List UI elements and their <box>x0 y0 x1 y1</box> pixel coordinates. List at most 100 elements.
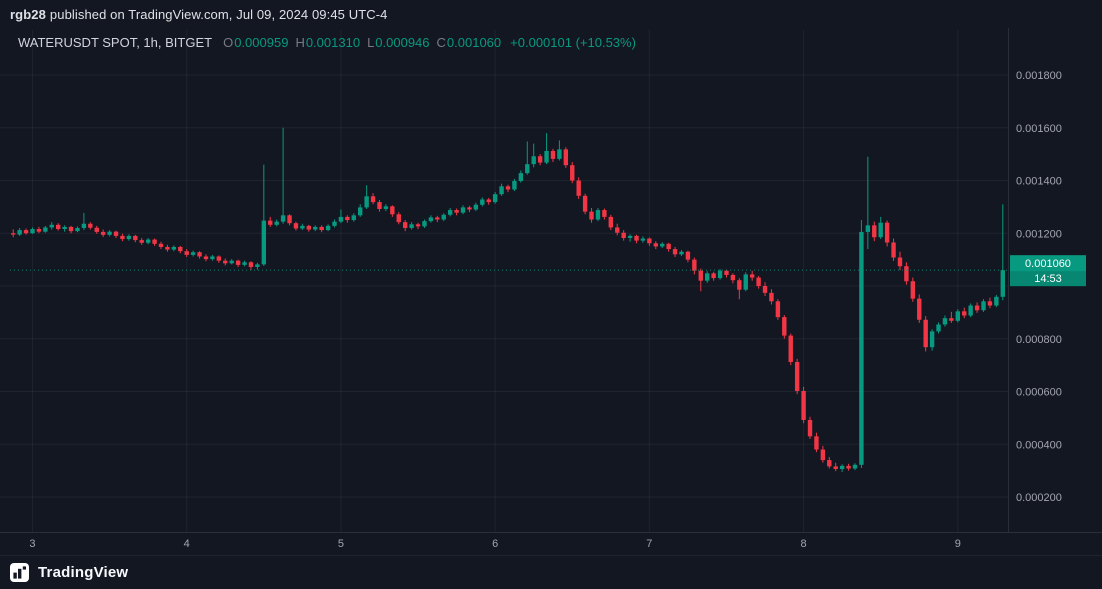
price-tick-label: 0.001600 <box>1016 123 1062 135</box>
ohlc-open: O 0.000959 <box>223 35 288 50</box>
candle-body <box>827 460 832 467</box>
grid <box>0 30 1008 532</box>
candle-body <box>692 259 697 271</box>
candle-body <box>345 216 350 221</box>
candle-body <box>158 243 164 247</box>
candle-body <box>846 465 851 469</box>
candle-body <box>865 225 871 232</box>
candle-body <box>30 229 35 234</box>
candle-body <box>505 186 511 190</box>
candle-body <box>730 274 736 281</box>
candle-body <box>525 164 530 174</box>
candle-body <box>370 196 376 203</box>
candle-body <box>274 221 279 225</box>
candle-body <box>319 226 324 231</box>
time-scale[interactable]: 3 4 5 6 7 8 9 <box>29 538 960 550</box>
candle-body <box>325 225 331 231</box>
price-scale[interactable]: 0.001800 0.001600 0.001400 0.001200 0.000800… <box>1016 70 1062 504</box>
price-tick-label: 0.000800 <box>1016 334 1062 346</box>
candle-body <box>178 246 183 252</box>
candle-body <box>75 227 80 232</box>
high-label: H <box>295 35 305 50</box>
time-tick-label: 5 <box>338 538 344 550</box>
candle-body <box>653 243 658 247</box>
candle-body <box>223 260 228 264</box>
candle-body <box>968 305 973 316</box>
candle-body <box>589 211 594 220</box>
candle-body <box>621 232 626 238</box>
candle-body <box>499 186 504 195</box>
candle-body <box>775 301 781 318</box>
candle-body <box>113 231 119 236</box>
last-price-tag: 0.001060 14:53 <box>1010 255 1086 287</box>
tradingview-wordmark[interactable]: TradingView <box>38 564 129 581</box>
candle-body <box>396 214 401 223</box>
candle-body <box>229 260 234 264</box>
price-tick-label: 0.001200 <box>1016 228 1062 240</box>
candle-body <box>23 230 29 234</box>
candle-body <box>859 231 864 465</box>
candle-body <box>197 252 202 257</box>
candle-body <box>788 335 793 362</box>
candle-body <box>409 224 414 228</box>
candle-body <box>608 216 614 228</box>
close-label: C <box>436 35 446 50</box>
candle-body <box>216 256 222 261</box>
candle-body <box>537 156 543 163</box>
open-label: O <box>223 35 234 50</box>
candle-body <box>68 226 74 232</box>
candle-body <box>769 292 774 302</box>
candle-body <box>460 207 466 213</box>
candle-body <box>467 207 472 210</box>
candle-body <box>756 277 761 286</box>
close-value: 0.001060 <box>446 35 502 50</box>
candles-layer <box>11 127 1005 472</box>
candle-body <box>660 243 665 247</box>
candle-body <box>685 251 691 260</box>
candle-body <box>711 273 716 279</box>
candle-body <box>107 231 112 235</box>
symbol-title[interactable]: WATERUSDT SPOT, 1h, BITGET <box>18 35 213 50</box>
candle-body <box>897 257 903 267</box>
attribution-username: rgb28 <box>10 7 46 22</box>
candle-body <box>582 195 588 212</box>
candle-body <box>248 262 254 268</box>
candle-body <box>49 224 54 228</box>
time-tick-label: 8 <box>801 538 807 550</box>
candle-body <box>190 252 196 255</box>
price-tick-label: 0.000200 <box>1016 492 1062 504</box>
candle-body <box>634 235 639 241</box>
candle-body <box>88 223 93 228</box>
candle-body <box>287 215 292 224</box>
candle-body <box>55 224 61 230</box>
candle-body <box>891 242 896 258</box>
candle-body <box>300 225 305 229</box>
candle-body <box>152 239 157 244</box>
candle-body <box>878 222 883 238</box>
candle-body <box>994 296 999 306</box>
candle-body <box>627 235 633 238</box>
candle-body <box>428 217 434 222</box>
candle-body <box>364 196 369 208</box>
candle-body <box>338 216 344 222</box>
high-value: 0.001310 <box>305 35 361 50</box>
candle-body <box>602 210 607 217</box>
candle-body <box>794 361 800 391</box>
ohlc-close: C 0.001060 <box>437 35 502 50</box>
candle-body <box>904 266 909 282</box>
tradingview-logo[interactable] <box>10 563 29 582</box>
candle-body <box>987 301 993 306</box>
time-tick-label: 6 <box>492 538 498 550</box>
candle-body <box>782 317 787 336</box>
candle-body <box>422 221 427 227</box>
candle-body <box>11 233 16 235</box>
candle-body <box>640 238 646 241</box>
candle-body <box>165 246 170 250</box>
candle-body <box>557 149 562 159</box>
candle-body <box>261 220 267 265</box>
candle-body <box>705 273 710 281</box>
time-tick-label: 3 <box>29 538 35 550</box>
candle-body <box>306 225 311 230</box>
low-value: 0.000946 <box>375 35 430 50</box>
